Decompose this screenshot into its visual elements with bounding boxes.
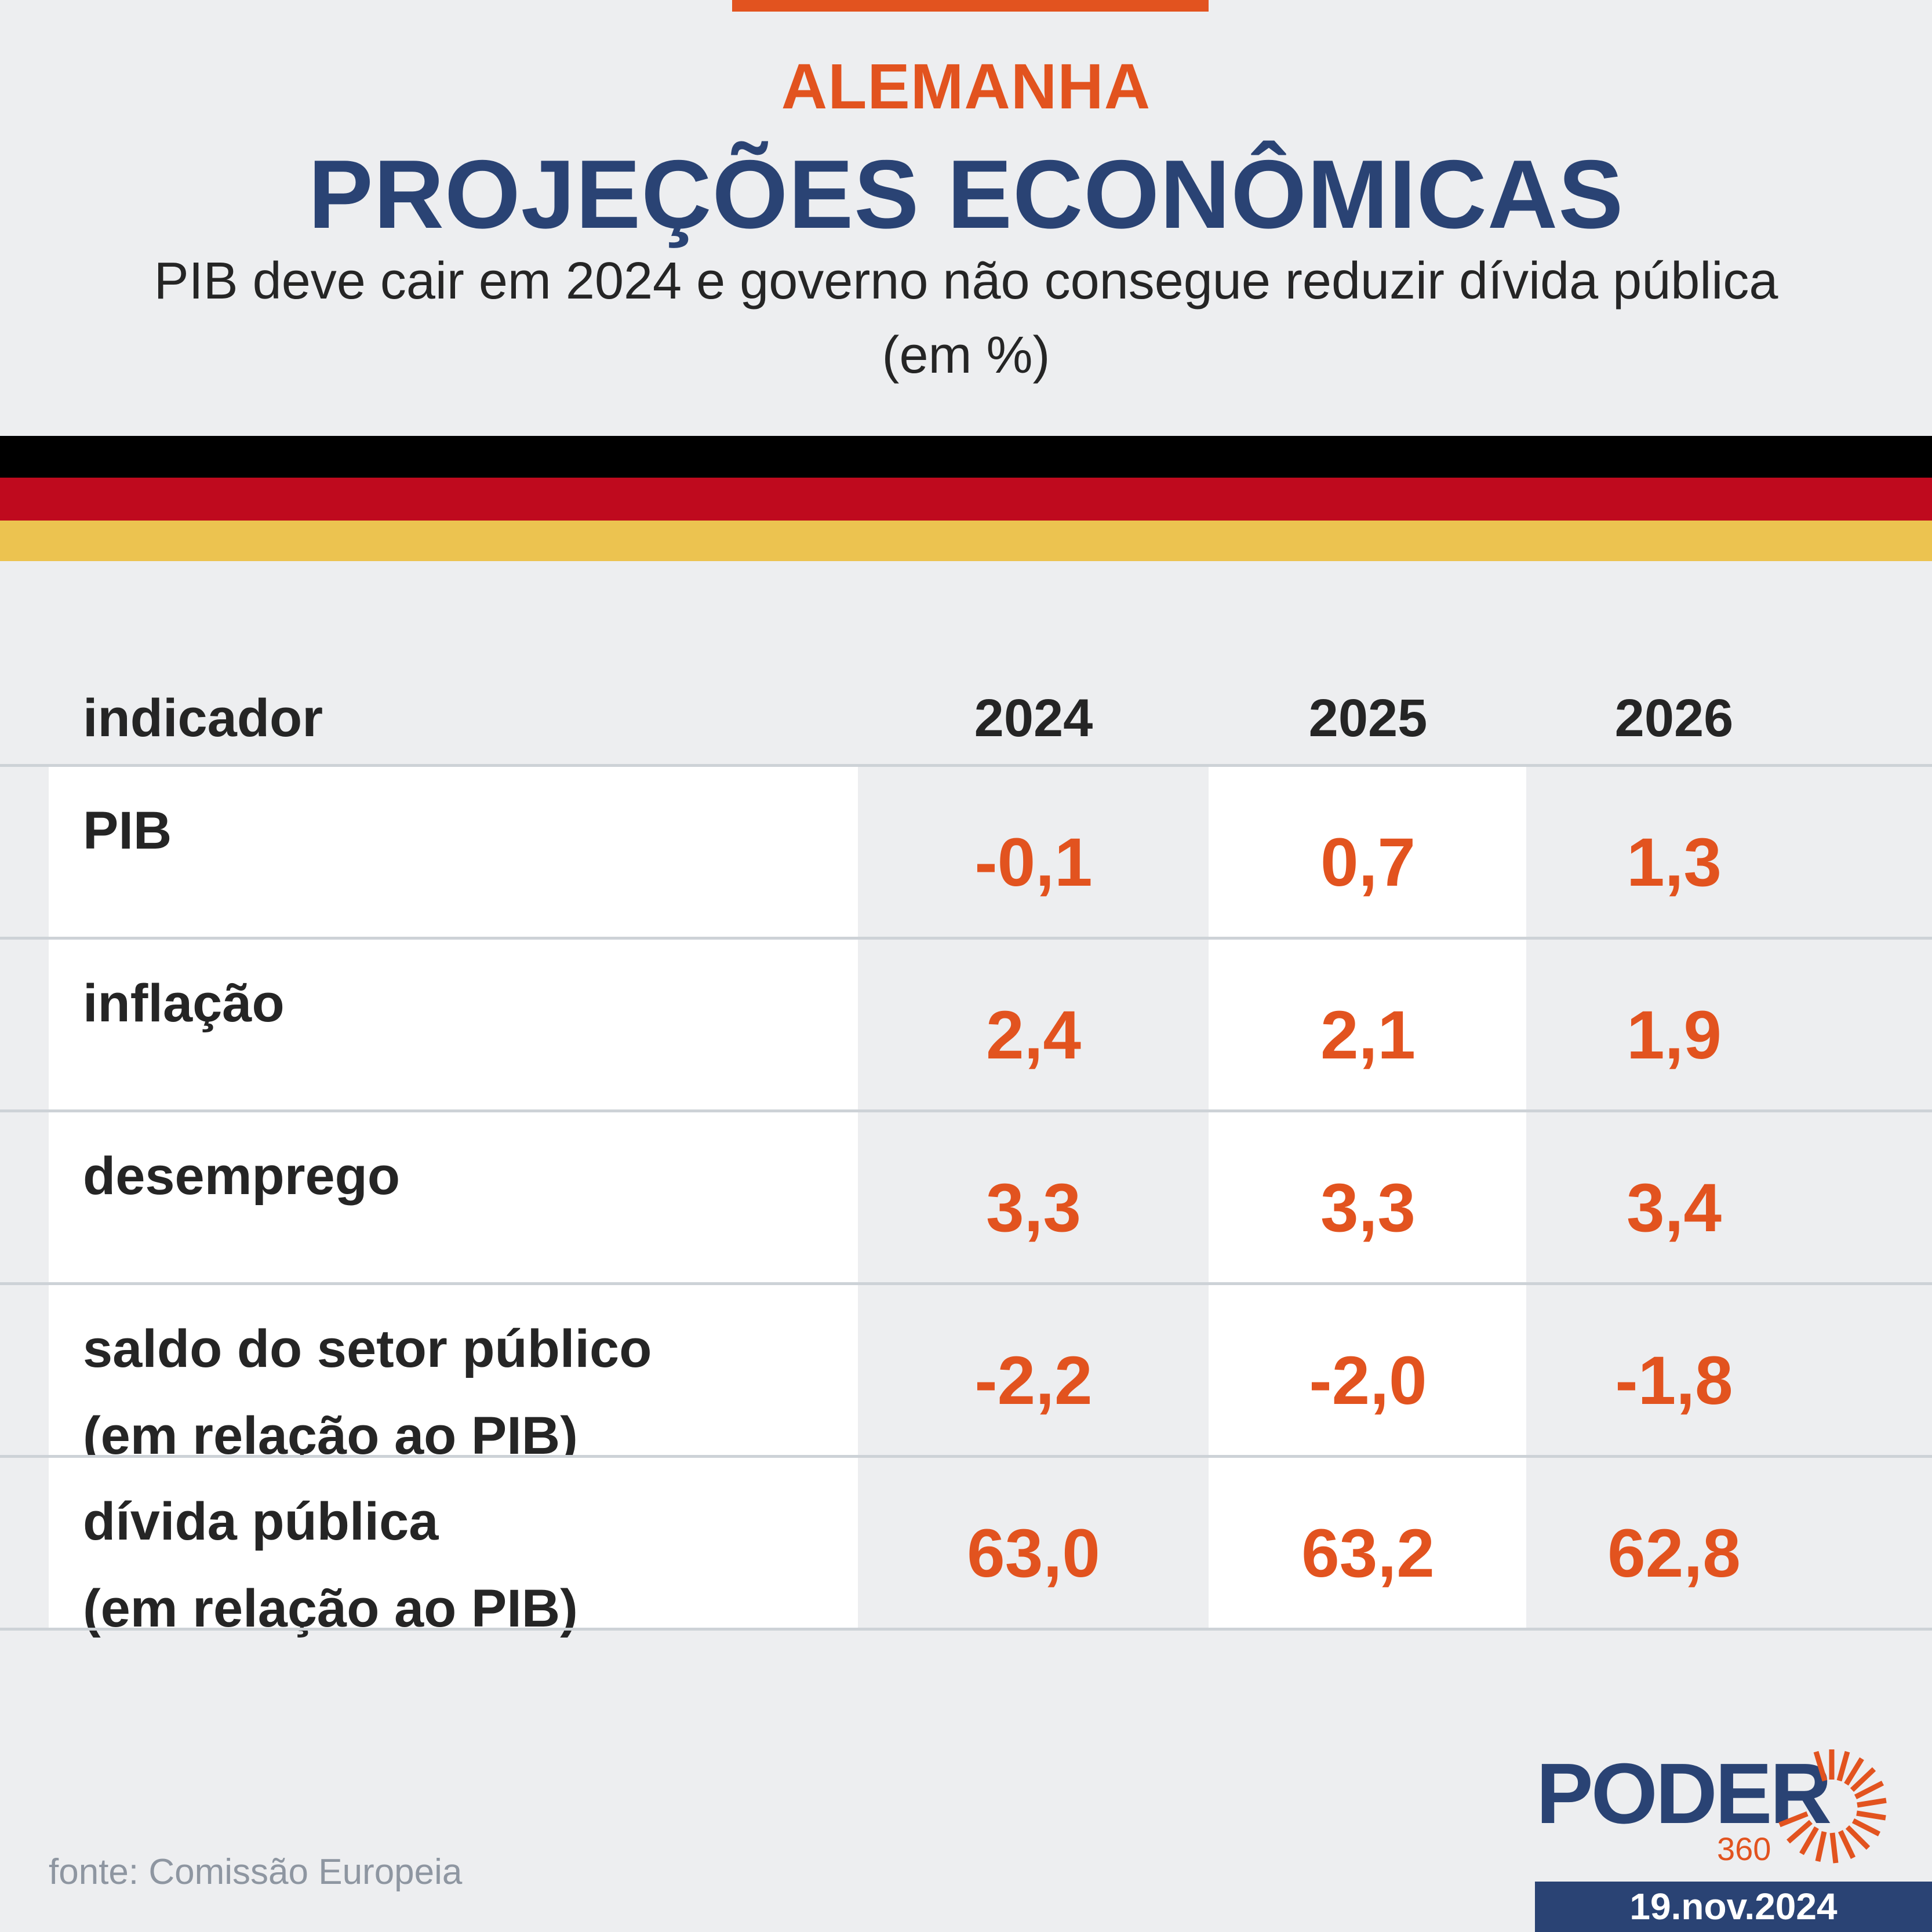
row-label: PIB <box>83 787 172 874</box>
row-divider <box>0 1628 1932 1631</box>
flag-stripe-gold <box>0 521 1932 561</box>
brand-logo: PODER 360 <box>1530 1745 1890 1867</box>
row-background-left <box>49 1285 858 1455</box>
source-note: fonte: Comissão Europeia <box>49 1852 463 1892</box>
row-label-line: PIB <box>83 801 172 860</box>
row-label-line: inflação <box>83 974 285 1033</box>
row-background-right <box>1209 767 1526 937</box>
row-label-line: saldo do setor público <box>83 1319 652 1378</box>
value-2026: 1,3 <box>1626 824 1722 901</box>
page-subtitle: PIB deve cair em 2024 e governo não cons… <box>154 252 1778 310</box>
value-2024: 3,3 <box>985 1170 1082 1246</box>
value-2026: -1,8 <box>1615 1342 1733 1419</box>
row-divider <box>0 1455 1932 1458</box>
value-2024: 63,0 <box>967 1515 1100 1592</box>
row-divider <box>0 1282 1932 1285</box>
row-label: saldo do setor público (em relação ao PI… <box>83 1305 652 1479</box>
table-row-inflacao: inflação 2,4 2,1 1,9 <box>0 940 1932 1114</box>
table-row-desemprego: desemprego 3,3 3,3 3,4 <box>0 1112 1932 1286</box>
value-2025: 3,3 <box>1320 1170 1416 1246</box>
value-2025: -2,0 <box>1309 1342 1427 1419</box>
flag-stripe-black <box>0 436 1932 478</box>
row-label: dívida pública (em relação ao PIB) <box>83 1478 578 1652</box>
value-2026: 3,4 <box>1626 1170 1722 1246</box>
row-background-right <box>1209 1458 1526 1628</box>
row-label-line: (em relação ao PIB) <box>83 1579 578 1638</box>
row-background-right <box>1209 1112 1526 1282</box>
value-2024: -0,1 <box>974 824 1093 901</box>
publication-date: 19.nov.2024 <box>1535 1882 1932 1932</box>
value-2026: 1,9 <box>1626 997 1722 1074</box>
row-label: inflação <box>83 960 285 1047</box>
row-divider <box>0 764 1932 767</box>
table-row-saldo-setor-publico: saldo do setor público (em relação ao PI… <box>0 1285 1932 1465</box>
table-header-row: indicador 2024 2025 2026 <box>0 684 1932 765</box>
value-2026: 62,8 <box>1607 1515 1741 1592</box>
column-header-indicator: indicador <box>83 689 323 748</box>
row-background-right <box>1209 1285 1526 1455</box>
row-divider <box>0 1109 1932 1112</box>
value-2024: 2,4 <box>985 997 1082 1074</box>
table-row-divida-publica: dívida pública (em relação ao PIB) 63,0 … <box>0 1458 1932 1638</box>
top-accent-bar <box>732 0 1209 12</box>
value-2025: 63,2 <box>1301 1515 1435 1592</box>
row-background-left <box>49 940 858 1109</box>
flag-stripe-red <box>0 478 1932 521</box>
row-background-left <box>49 767 858 937</box>
row-label-line: desemprego <box>83 1147 401 1206</box>
row-background-left <box>49 1112 858 1282</box>
sunburst-icon <box>1778 1749 1887 1864</box>
row-divider <box>0 937 1932 940</box>
value-2024: -2,2 <box>974 1342 1093 1419</box>
logo-number: 360 <box>1717 1831 1771 1867</box>
unit-note: (em %) <box>882 326 1050 384</box>
column-header-2025: 2025 <box>1308 689 1428 748</box>
value-2025: 2,1 <box>1320 997 1416 1074</box>
row-background-right <box>1209 940 1526 1109</box>
kicker-country: ALEMANHA <box>781 51 1151 122</box>
row-background-left <box>49 1458 858 1628</box>
row-label-line: dívida pública <box>83 1492 439 1551</box>
column-header-2024: 2024 <box>974 689 1093 748</box>
row-label: desemprego <box>83 1133 400 1220</box>
value-2025: 0,7 <box>1320 824 1416 901</box>
column-header-2026: 2026 <box>1614 689 1734 748</box>
table-row-pib: PIB -0,1 0,7 1,3 <box>0 767 1932 941</box>
page-title: PROJEÇÕES ECONÔMICAS <box>308 140 1624 249</box>
